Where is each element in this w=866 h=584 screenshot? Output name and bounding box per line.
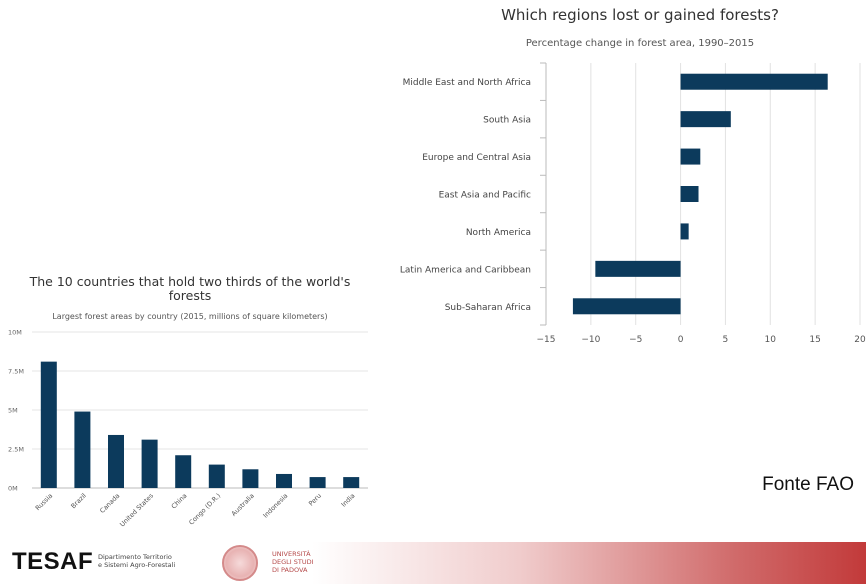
regions-bar [572, 298, 681, 315]
regions-x-tick-label: 15 [809, 335, 820, 345]
regions-category-label: Sub-Saharan Africa [445, 303, 531, 313]
regions-bar [595, 260, 681, 277]
regions-category-label: Latin America and Caribbean [400, 265, 531, 275]
countries-chart-subtitle: Largest forest areas by country (2015, m… [52, 312, 328, 321]
countries-chart-title: The 10 countries that hold two thirds of… [29, 274, 351, 303]
countries-y-tick-label: 0M [8, 485, 18, 493]
regions-x-tick-label: 20 [854, 335, 866, 345]
countries-bar [242, 469, 259, 488]
footer-bar [0, 542, 866, 584]
countries-bar [40, 361, 57, 488]
countries-bar [141, 439, 158, 488]
regions-bar [680, 148, 701, 165]
regions-x-tick-label: 0 [678, 335, 684, 345]
department-line: Dipartimento Territorio [98, 553, 172, 561]
regions-bar [680, 186, 699, 202]
countries-bar [175, 455, 192, 488]
countries-bar [74, 411, 91, 488]
tesaf-logo: TESAF [12, 548, 93, 576]
countries-x-tick-label: India [340, 492, 357, 509]
countries-x-tick-label: Indonesia [262, 492, 290, 520]
source-label: Fonte FAO [762, 474, 854, 495]
countries-x-tick-label: Canada [98, 492, 121, 515]
regions-x-tick-label: −10 [581, 335, 600, 345]
regions-bar [680, 111, 731, 128]
countries-y-tick-label: 7.5M [8, 368, 24, 376]
regions-category-label: East Asia and Pacific [439, 191, 531, 201]
regions-category-label: Middle East and North Africa [403, 78, 531, 88]
university-name: UNIVERSITÀ DEGLI STUDI DI PADOVA [272, 550, 362, 574]
countries-x-tick-label: Brazil [69, 492, 88, 511]
countries-y-tick-label: 10M [8, 329, 22, 337]
countries-x-tick-label: Russia [34, 492, 54, 512]
regions-bar [680, 223, 689, 240]
countries-x-tick-label: China [170, 492, 189, 511]
regions-x-tick-label: 10 [765, 335, 777, 345]
countries-x-tick-label: Congo (D.R.) [187, 492, 222, 527]
tesaf-logo-text: TESAF [12, 548, 94, 575]
countries-bar [108, 434, 124, 488]
countries-bar [309, 477, 326, 488]
regions-x-tick-label: 5 [723, 335, 729, 345]
countries-bar [208, 464, 225, 488]
regions-x-tick-label: −5 [629, 335, 642, 345]
countries-x-tick-label: United States [118, 491, 155, 528]
university-seal-icon [222, 545, 258, 581]
countries-y-tick-label: 2.5M [8, 446, 24, 454]
countries-x-tick-label: Peru [307, 492, 323, 508]
countries-bar [343, 477, 360, 488]
regions-category-label: South Asia [483, 116, 531, 126]
university-line: UNIVERSITÀ [272, 550, 311, 558]
countries-bar [276, 473, 292, 488]
department-name: Dipartimento Territorio e Sistemi Agro-F… [98, 553, 208, 569]
countries-x-tick-label: Australia [230, 492, 256, 518]
regions-bar [680, 73, 828, 90]
regions-chart-title: Which regions lost or gained forests? [501, 6, 779, 24]
regions-chart-subtitle: Percentage change in forest area, 1990–2… [525, 38, 755, 49]
university-line: DEGLI STUDI [272, 558, 314, 566]
university-line: DI PADOVA [272, 566, 308, 574]
countries-y-tick-label: 5M [8, 407, 18, 415]
regions-category-label: North America [466, 228, 531, 238]
regions-category-label: Europe and Central Asia [422, 153, 531, 163]
regions-x-tick-label: −15 [537, 335, 556, 345]
department-line: e Sistemi Agro-Forestali [98, 561, 176, 569]
